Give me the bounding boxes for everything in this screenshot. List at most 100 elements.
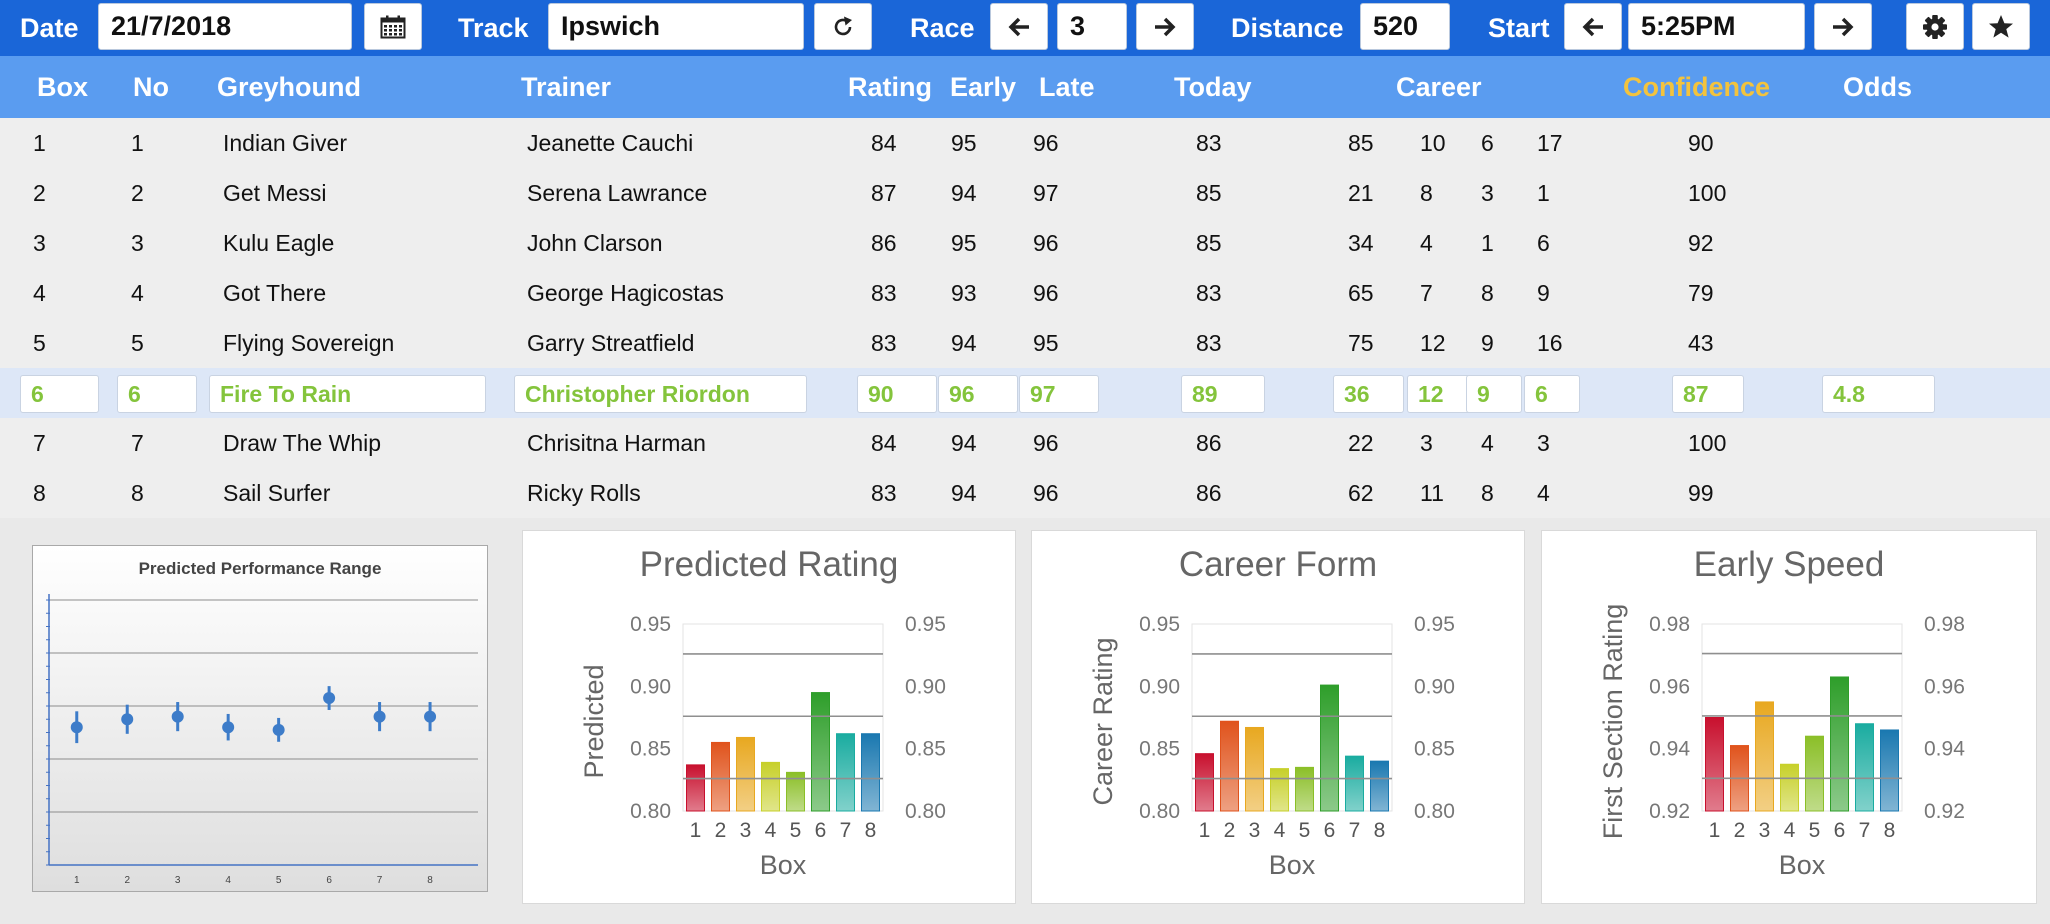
cell-today[interactable]: 89 <box>1181 375 1265 413</box>
cell-career-0[interactable]: 36 <box>1333 375 1404 413</box>
x-tick-label: 7 <box>377 875 383 886</box>
prev-start-button[interactable] <box>1564 3 1622 50</box>
cell-box[interactable]: 6 <box>20 375 99 413</box>
header-no[interactable]: No <box>133 72 169 102</box>
next-race-button[interactable] <box>1136 3 1194 50</box>
cell-rating: 84 <box>871 430 897 456</box>
cell-confidence: 90 <box>1688 130 1714 156</box>
header-confidence[interactable]: Confidence <box>1623 72 1771 102</box>
cell-late[interactable]: 97 <box>1019 375 1099 413</box>
table-row[interactable]: 5 5 Flying Sovereign Garry Streatfield 83 94 9… <box>0 318 2050 368</box>
x-axis-title: Box <box>1269 850 1316 880</box>
y-axis-title: Predicted <box>579 664 609 778</box>
bar-2 <box>1220 720 1239 812</box>
favorite-button[interactable] <box>1972 3 2030 50</box>
date-input[interactable]: 21/7/2018 <box>98 3 352 50</box>
header-box[interactable]: Box <box>37 72 89 102</box>
table-row-selected[interactable]: 6 6 Fire To Rain Christopher Riordon 90 96 97 8… <box>0 368 2050 418</box>
header-career[interactable]: Career <box>1396 72 1482 102</box>
cell-rating: 84 <box>871 130 897 156</box>
cell-confidence[interactable]: 87 <box>1672 375 1744 413</box>
cell-rating: 83 <box>871 330 897 356</box>
cell-career-2[interactable]: 9 <box>1466 375 1522 413</box>
refresh-icon <box>834 16 852 35</box>
cell-confidence: 99 <box>1688 480 1714 506</box>
x-tick-label: 6 <box>815 819 827 842</box>
table-row[interactable]: 8 8 Sail Surfer Ricky Rolls 83 94 96 86 62 11 8 4 99 <box>0 468 2050 518</box>
cell-late: 96 <box>1033 430 1059 456</box>
cell-career-3: 3 <box>1537 430 1550 456</box>
x-tick-label: 8 <box>1374 819 1386 842</box>
y-axis-title: First Section Rating <box>1598 604 1628 840</box>
cell-career-3: 17 <box>1537 130 1563 156</box>
x-tick-label: 5 <box>1299 819 1311 842</box>
data-point <box>323 692 336 705</box>
header-rating[interactable]: Rating <box>848 72 932 102</box>
predicted-rating-panel: Predicted Rating 1 2 3 4 5 6 7 8 0.95 0.95 0.90 0.9… <box>522 530 1016 904</box>
header-trainer[interactable]: Trainer <box>521 72 612 102</box>
y-tick-label-right: 0.95 <box>1414 613 1455 636</box>
x-tick-label: 2 <box>1734 819 1746 842</box>
refresh-button[interactable] <box>814 3 872 50</box>
cell-odds[interactable]: 4.8 <box>1822 375 1935 413</box>
header-early[interactable]: Early <box>950 72 1017 102</box>
settings-button[interactable] <box>1906 3 1964 50</box>
y-tick-label: 0.80 <box>1139 800 1180 823</box>
race-label: Race <box>910 13 975 43</box>
table-row[interactable]: 1 1 Indian Giver Jeanette Cauchi 84 95 96 83 85 1… <box>0 118 2050 168</box>
distance-label: Distance <box>1231 13 1344 43</box>
cell-today: 85 <box>1196 180 1222 206</box>
cell-early[interactable]: 96 <box>938 375 1018 413</box>
cell-confidence: 100 <box>1688 430 1727 456</box>
x-tick-label: 3 <box>1249 819 1261 842</box>
distance-input[interactable]: 520 <box>1360 3 1450 50</box>
chart-title: Predicted Rating <box>639 545 899 584</box>
cell-trainer[interactable]: Christopher Riordon <box>514 375 807 413</box>
cell-career-3: 1 <box>1537 180 1550 206</box>
header-greyhound[interactable]: Greyhound <box>217 72 362 102</box>
table-row[interactable]: 7 7 Draw The Whip Chrisitna Harman 84 94 96 86 2… <box>0 418 2050 468</box>
calendar-button[interactable] <box>364 3 422 50</box>
cell-greyhound: Indian Giver <box>223 130 348 156</box>
x-tick-label: 4 <box>225 875 231 886</box>
date-label: Date <box>20 13 79 43</box>
cell-early: 95 <box>951 230 977 256</box>
track-input[interactable]: Ipswich <box>548 3 804 50</box>
header-late[interactable]: Late <box>1039 72 1095 102</box>
cell-today: 85 <box>1196 230 1222 256</box>
header-today[interactable]: Today <box>1174 72 1252 102</box>
race-input[interactable]: 3 <box>1057 3 1127 50</box>
performance-range-plot: 1 2 3 4 5 6 7 8 <box>46 594 478 886</box>
cell-rating: 83 <box>871 480 897 506</box>
start-time-input[interactable]: 5:25PM <box>1628 3 1805 50</box>
plot-area <box>682 623 884 812</box>
cell-late: 96 <box>1033 280 1059 306</box>
y-tick-label-right: 0.98 <box>1924 613 1965 636</box>
cell-greyhound[interactable]: Fire To Rain <box>209 375 486 413</box>
cell-career-2: 8 <box>1481 280 1494 306</box>
track-label: Track <box>458 13 529 43</box>
table-row[interactable]: 4 4 Got There George Hagicostas 83 93 96 83 65 7 8… <box>0 268 2050 318</box>
header-odds[interactable]: Odds <box>1843 72 1913 102</box>
cell-today: 86 <box>1196 430 1222 456</box>
cell-greyhound: Flying Sovereign <box>223 330 395 356</box>
table-row[interactable]: 3 3 Kulu Eagle John Clarson 86 95 96 85 34 4 1 6 92 <box>0 218 2050 268</box>
cell-career-1: 4 <box>1420 230 1433 256</box>
cell-career-3[interactable]: 6 <box>1524 375 1580 413</box>
arrow-left-icon <box>1008 17 1029 36</box>
bar-6 <box>1320 684 1339 812</box>
bar-5 <box>1295 766 1314 812</box>
cell-rating[interactable]: 90 <box>857 375 937 413</box>
star-icon <box>1989 14 2013 38</box>
next-start-button[interactable] <box>1814 3 1872 50</box>
cell-rating: 87 <box>871 180 897 206</box>
table-row[interactable]: 2 2 Get Messi Serena Lawrance 87 94 97 85 21 8 3 1 1… <box>0 168 2050 218</box>
cell-trainer: Chrisitna Harman <box>527 430 706 456</box>
y-tick-label-right: 0.92 <box>1924 800 1965 823</box>
prev-race-button[interactable] <box>990 3 1048 50</box>
cell-greyhound: Kulu Eagle <box>223 230 335 256</box>
x-tick-label: 7 <box>1859 819 1871 842</box>
cell-no[interactable]: 6 <box>117 375 197 413</box>
cell-trainer: Ricky Rolls <box>527 480 641 506</box>
cell-trainer: Garry Streatfield <box>527 330 695 356</box>
